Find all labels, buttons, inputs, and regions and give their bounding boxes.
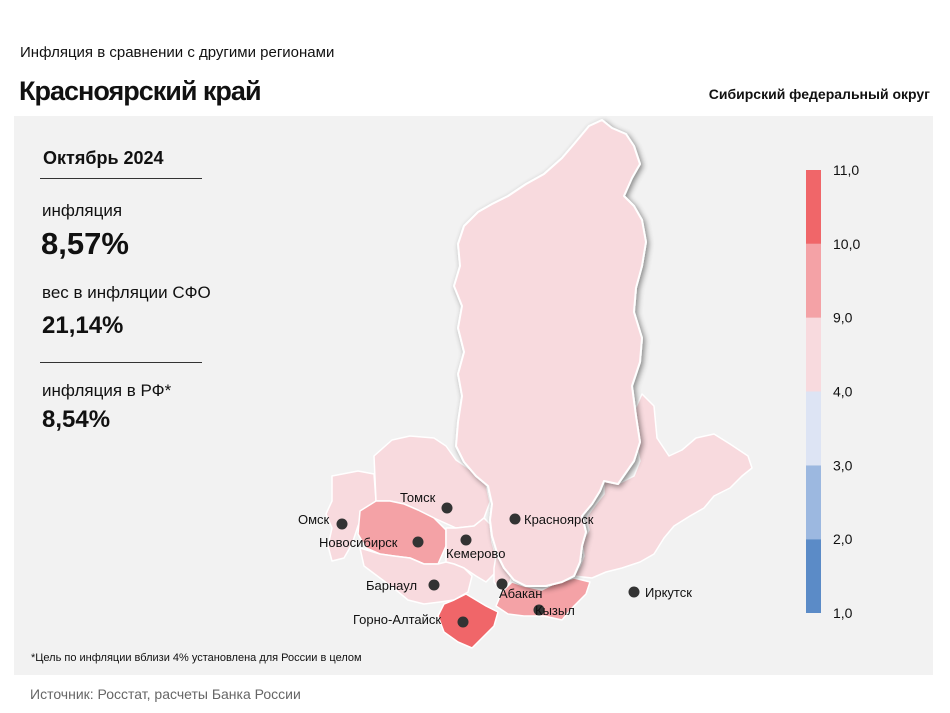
legend-bin [806, 465, 821, 540]
legend-bin [806, 391, 821, 466]
inflation-label: инфляция [42, 201, 123, 220]
city-dot [336, 518, 348, 530]
legend-tick-label: 2,0 [833, 531, 853, 547]
legend: 1,0 2,0 3,0 4,0 9,0 10,0 11,0 [806, 162, 860, 621]
city-label: Кызыл [535, 603, 575, 618]
city-label: Горно-Алтайск [353, 612, 441, 627]
city-dot [412, 536, 424, 548]
region-tyva [495, 577, 591, 621]
legend-bin [806, 317, 821, 392]
city-dot [509, 513, 521, 525]
region-krasnoyarsk [453, 119, 647, 587]
city-dot [533, 604, 545, 616]
legend-bin [806, 243, 821, 318]
legend-tick-label: 1,0 [833, 605, 853, 621]
city-label: Красноярск [524, 512, 594, 527]
inflation-value: 8,57% [41, 226, 129, 261]
divider-top [40, 178, 202, 179]
period-label: Октябрь 2024 [43, 148, 164, 168]
city-dot [628, 586, 640, 598]
legend-tick-label: 10,0 [833, 236, 860, 252]
siberia-map: Томск Омск Новосибирск Кемерово Красноярск Ба… [298, 119, 860, 649]
city-label: Барнаул [366, 578, 417, 593]
source-note: Источник: Росстат, расчеты Банка России [30, 686, 301, 702]
footnote: *Цель по инфляции вблизи 4% установлена … [31, 652, 362, 664]
weight-label: вес в инфляции СФО [42, 283, 211, 302]
legend-bin [806, 539, 821, 613]
city-label: Иркутск [645, 585, 692, 600]
city-label: Новосибирск [319, 535, 398, 550]
city-markers: Томск Омск Новосибирск Кемерово Красноярск Ба… [298, 490, 692, 628]
weight-value: 21,14% [42, 312, 124, 339]
legend-tick-label: 3,0 [833, 457, 853, 473]
city-dot [441, 502, 453, 514]
city-label: Томск [400, 490, 436, 505]
rf-inflation-label: инфляция в РФ* [42, 381, 172, 400]
region-novosibirsk [357, 500, 447, 565]
chart-supertitle: Инфляция в сравнении с другими регионами [20, 44, 335, 61]
city-dot [496, 578, 508, 590]
region-title: Красноярский край [19, 76, 262, 106]
city-label: Абакан [499, 586, 542, 601]
legend-tick-label: 11,0 [833, 162, 859, 178]
city-dot [460, 534, 472, 546]
divider-bottom [40, 362, 202, 363]
city-label: Кемерово [446, 546, 505, 561]
city-dot [457, 616, 469, 628]
rf-inflation-value: 8,54% [42, 406, 111, 433]
city-dot [428, 579, 440, 591]
legend-tick-label: 4,0 [833, 384, 853, 400]
legend-bin [806, 170, 821, 244]
legend-tick-label: 9,0 [833, 310, 853, 326]
district-name: Сибирский федеральный округ [708, 86, 930, 102]
city-label: Омск [298, 512, 330, 527]
map-panel: Октябрь 2024 инфляция 8,57% вес в инфляц… [14, 116, 933, 675]
region-altai-krai [359, 547, 473, 605]
